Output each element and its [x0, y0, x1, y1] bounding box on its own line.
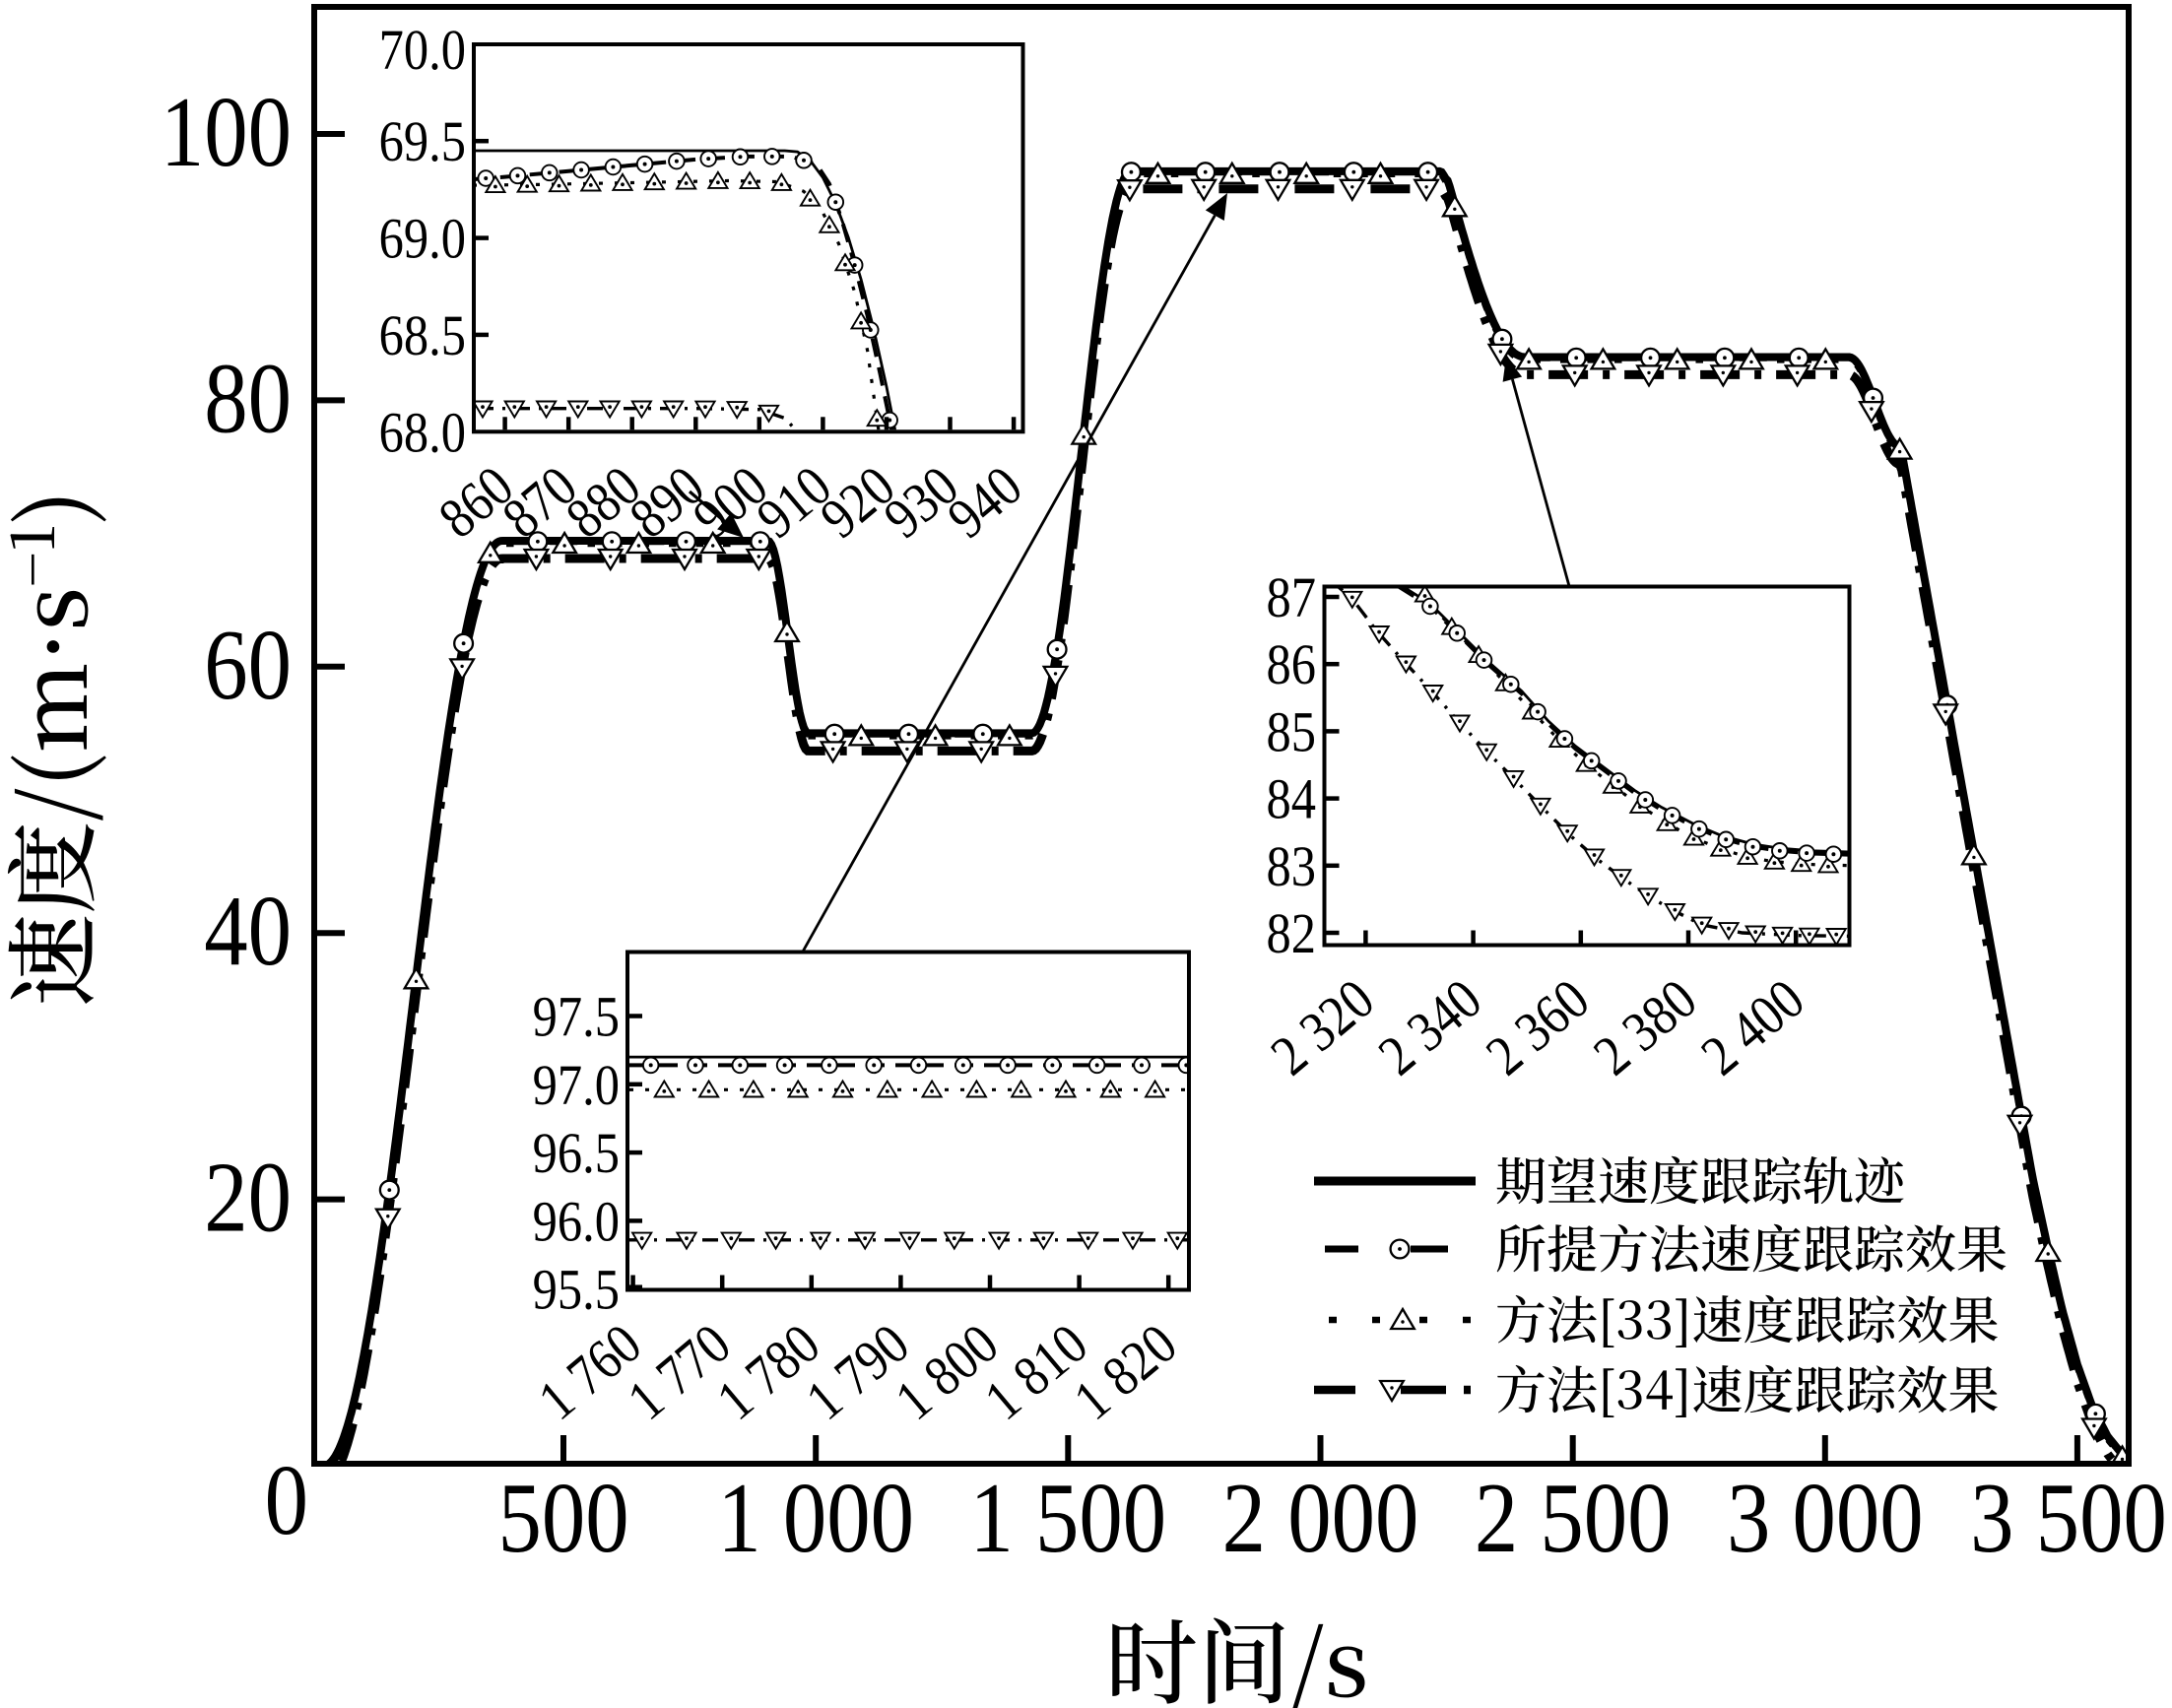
svg-text:100: 100 — [161, 76, 292, 187]
svg-text:95.5: 95.5 — [533, 1258, 620, 1321]
svg-text:2 500: 2 500 — [1475, 1462, 1672, 1573]
svg-text:68.5: 68.5 — [379, 304, 466, 367]
svg-text:500: 500 — [497, 1462, 628, 1573]
svg-text:97.0: 97.0 — [533, 1054, 620, 1117]
svg-text:2 000: 2 000 — [1222, 1462, 1419, 1573]
svg-text:83: 83 — [1267, 835, 1316, 898]
svg-text:70.0: 70.0 — [379, 19, 466, 82]
svg-text:69.5: 69.5 — [379, 110, 466, 173]
svg-text:96.0: 96.0 — [533, 1190, 620, 1253]
svg-text:96.5: 96.5 — [533, 1122, 620, 1185]
svg-text:1 500: 1 500 — [969, 1462, 1166, 1573]
svg-text:68.0: 68.0 — [379, 401, 466, 464]
svg-text:80: 80 — [204, 343, 292, 454]
svg-text:97.5: 97.5 — [533, 985, 620, 1048]
svg-text:20: 20 — [204, 1142, 292, 1253]
svg-text:84: 84 — [1267, 767, 1316, 830]
svg-text:82: 82 — [1267, 902, 1316, 965]
svg-text:86: 86 — [1267, 633, 1316, 696]
svg-text:0: 0 — [265, 1444, 308, 1555]
svg-text:3 500: 3 500 — [1970, 1462, 2167, 1573]
svg-text:60: 60 — [204, 609, 292, 720]
svg-text:87: 87 — [1267, 566, 1316, 629]
svg-text:40: 40 — [204, 876, 292, 987]
svg-text:85: 85 — [1267, 700, 1316, 763]
svg-text:1 000: 1 000 — [717, 1462, 914, 1573]
svg-text:69.0: 69.0 — [379, 207, 466, 270]
svg-text:3 000: 3 000 — [1727, 1462, 1924, 1573]
